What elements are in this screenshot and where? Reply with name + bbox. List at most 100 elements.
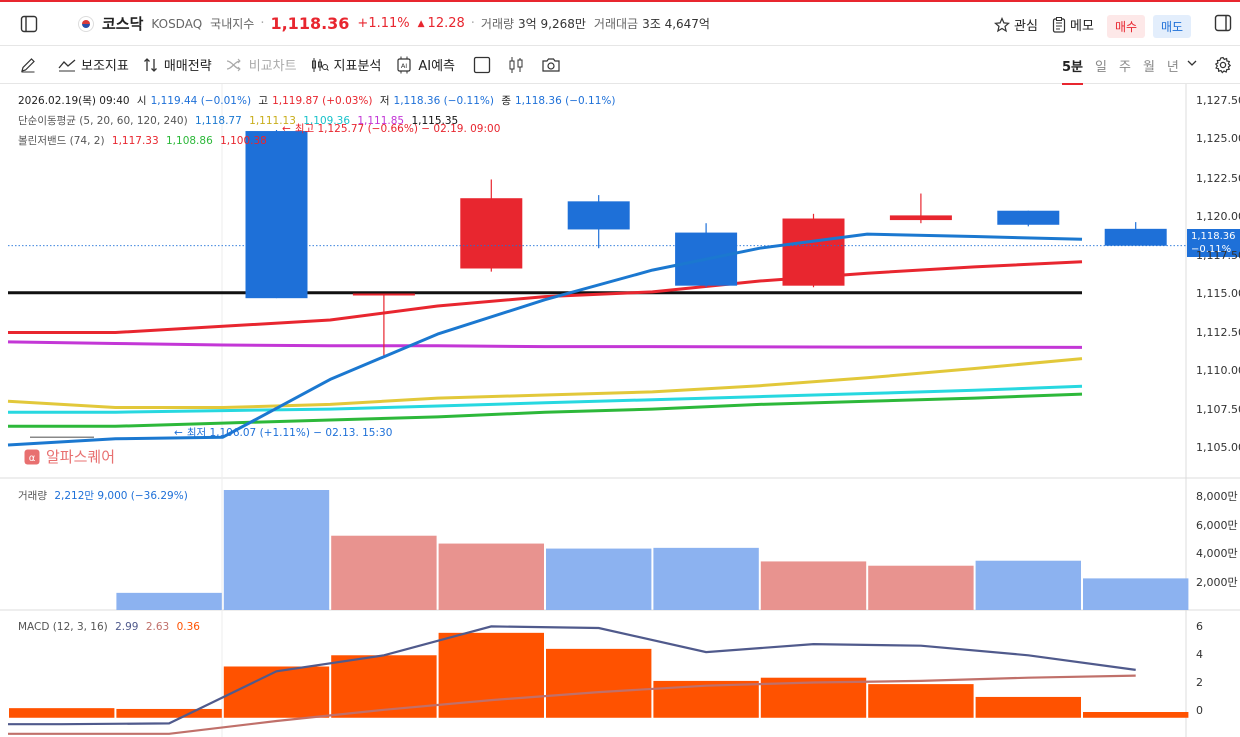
camera-icon[interactable]	[541, 57, 561, 73]
indicator-icon	[58, 58, 76, 72]
volume-value: 3억 9,268만	[518, 17, 586, 31]
amount-label: 거래대금	[593, 17, 639, 31]
ma5-line	[7, 232, 1083, 447]
macd-histogram-bar	[868, 684, 974, 718]
macd-legend-label: MACD (12, 3, 16)	[18, 621, 108, 633]
volume-tick: 4,000만	[1196, 547, 1238, 560]
volume-legend: 거래량 2,212만 9,000 (−36.29%)	[18, 488, 192, 503]
draw-pen-icon[interactable]	[20, 57, 36, 73]
bb-lower-value: 1,100.38	[220, 135, 267, 147]
index-name: 코스닥	[102, 15, 144, 33]
low-arrow-icon: ←	[174, 427, 183, 439]
period-day[interactable]: 일	[1095, 60, 1107, 75]
volume-bar	[331, 535, 437, 610]
high-annotation-text: 최고 1,125.77 (−0.66%) − 02.19. 09:00	[294, 123, 501, 135]
settings-gear-icon[interactable]	[1214, 56, 1232, 74]
macd-histogram-bar	[438, 632, 544, 718]
volume-tick: 8,000만	[1196, 490, 1238, 503]
high-annotation: ← 최고 1,125.77 (−0.66%) − 02.19. 09:00	[282, 121, 504, 136]
macd-histogram-bar	[331, 655, 437, 718]
volume-legend-label: 거래량	[18, 490, 47, 502]
signal-line	[8, 674, 1136, 735]
bb-upper-value: 1,117.33	[111, 135, 159, 147]
strategy-icon	[143, 57, 159, 73]
candle-body	[460, 198, 523, 269]
toolbar-compare[interactable]: 비교차트	[226, 55, 297, 74]
amount-value: 3조 4,647억	[642, 17, 710, 31]
low-annotation-text: 최저 1,106.07 (+1.11%) − 02.13. 15:30	[186, 427, 393, 439]
panel-toggle-icon[interactable]	[1214, 14, 1232, 32]
candle-body	[352, 293, 415, 296]
legend-date: 2026.02.19(목) 09:40	[18, 95, 130, 107]
svg-text:α: α	[29, 453, 36, 464]
bb-mid-line	[8, 392, 1083, 428]
chevron-down-icon[interactable]	[1187, 59, 1197, 67]
star-icon	[994, 16, 1010, 33]
volume-tick: 2,000만	[1196, 576, 1238, 589]
candle-body	[997, 210, 1060, 225]
watermark: α 알파스퀘어	[24, 446, 115, 467]
ma-legend-label: 단순이동평균 (5, 20, 60, 120, 240)	[18, 115, 188, 127]
ma5-value: 1,118.77	[195, 115, 242, 127]
volume-bar	[116, 592, 222, 610]
signal-value: 2.63	[145, 621, 170, 633]
toolbar-ai-label: AI예측	[418, 59, 456, 74]
chart-area[interactable]	[0, 84, 1240, 737]
ma20-line	[7, 357, 1083, 409]
macd-histogram-bar	[116, 708, 222, 718]
high-arrow-icon: ←	[282, 123, 291, 135]
analysis-icon	[311, 57, 329, 73]
volume-tick: 6,000만	[1196, 519, 1238, 532]
period-year[interactable]: 년	[1166, 60, 1179, 75]
ai-icon: AI	[395, 56, 413, 74]
toolbar-strategy-label: 매매전략	[163, 59, 212, 74]
bb-legend-label: 볼린저밴드 (74, 2)	[18, 135, 105, 147]
last-price-tag: 1,118.36 −0.11%	[1187, 229, 1240, 257]
price-tick: 1,117.50	[1196, 249, 1240, 262]
candle-type-icon[interactable]	[507, 56, 525, 74]
watch-button[interactable]: 관심	[994, 15, 1038, 34]
bb-legend: 볼린저밴드 (74, 2) 1,117.33 1,108.86 1,100.38	[18, 133, 271, 148]
period-5min[interactable]: 5분	[1062, 56, 1084, 85]
svg-text:AI: AI	[401, 62, 407, 70]
sidebar-toggle-icon[interactable]	[18, 13, 40, 35]
macd-tick: 6	[1196, 620, 1203, 633]
legend-close: 1,118.36 (−0.11%)	[515, 95, 616, 107]
period-selector: 5분 일 주 월 년	[1056, 46, 1197, 85]
macd-line	[8, 625, 1136, 726]
macd-histogram-bar	[223, 666, 330, 718]
volume-legend-value: 2,212만 9,000 (−36.29%)	[54, 490, 188, 502]
bb-mid-value: 1,108.86	[166, 135, 213, 147]
period-week[interactable]: 주	[1118, 60, 1131, 75]
volume-label: 거래량	[480, 17, 515, 31]
legend-open-label: 시	[136, 95, 147, 107]
toolbar-indicator-label: 보조지표	[81, 59, 129, 74]
toolbar-analysis[interactable]: 지표분석	[311, 55, 381, 74]
toolbar-indicator[interactable]: 보조지표	[58, 55, 129, 74]
price-tick: 1,105.00	[1196, 441, 1240, 454]
memo-icon	[1052, 16, 1066, 33]
korea-flag-icon	[78, 15, 94, 32]
ma-legend: 단순이동평균 (5, 20, 60, 120, 240) 1,118.77 1,…	[18, 113, 462, 128]
candle-body	[782, 218, 845, 286]
price-tick: 1,107.50	[1196, 403, 1240, 416]
ma120-line	[7, 340, 1083, 349]
price-tick: 1,120.00	[1196, 210, 1240, 223]
toolbar-ai[interactable]: AI AI예측	[395, 55, 455, 74]
watch-label: 관심	[1014, 19, 1038, 34]
buy-button[interactable]: 매수	[1107, 15, 1146, 38]
toolbar-strategy[interactable]: 매매전략	[143, 55, 212, 74]
market-label: KOSDAQ	[151, 16, 203, 31]
memo-button[interactable]: 메모	[1052, 15, 1094, 34]
low-annotation: ← 최저 1,106.07 (+1.11%) − 02.13. 15:30	[174, 425, 396, 440]
top-accent-line	[0, 0, 1240, 2]
period-month[interactable]: 월	[1142, 60, 1155, 75]
sell-button[interactable]: 매도	[1153, 15, 1192, 38]
volume-bar	[975, 560, 1081, 610]
ma120-value: 1,111.85	[357, 115, 405, 127]
volume-bar	[223, 490, 330, 610]
square-icon[interactable]	[473, 56, 491, 74]
macd-histogram-bar	[546, 648, 652, 718]
price-tick: 1,115.00	[1196, 287, 1240, 300]
volume-bar	[868, 565, 974, 610]
